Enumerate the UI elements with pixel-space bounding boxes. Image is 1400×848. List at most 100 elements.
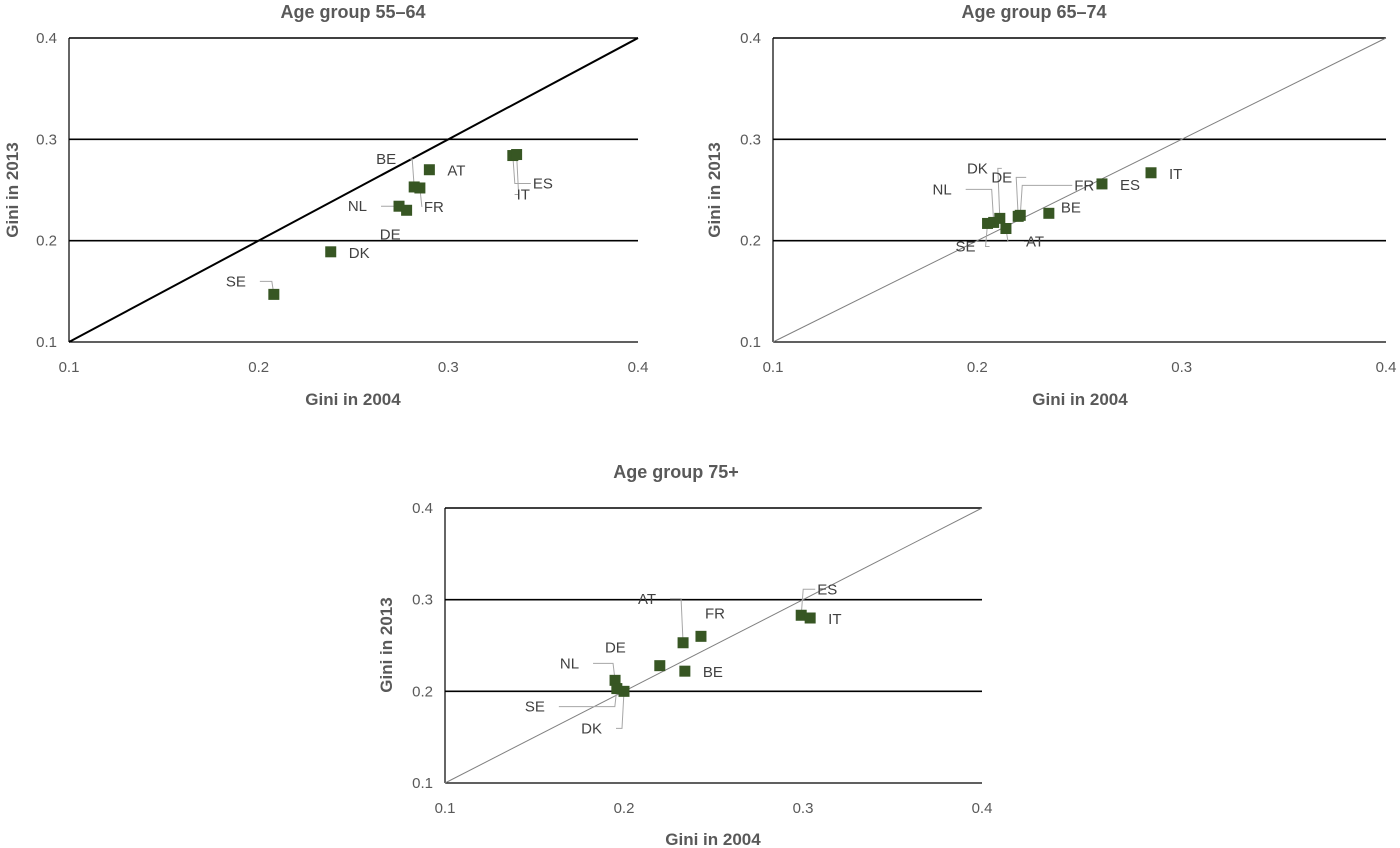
data-point-es (1096, 178, 1108, 190)
x-tick-label: 0.3 (438, 359, 459, 376)
y-tick-label: 0.3 (740, 131, 761, 148)
leader-line-se (558, 688, 618, 708)
y-axis-label: Gini in 2013 (377, 597, 396, 692)
y-tick-label: 0.1 (412, 775, 433, 792)
leader-line-fr (1019, 184, 1073, 216)
y-axis-label: Gini in 2013 (3, 142, 22, 237)
panel-65-74: Age group 65–74 Gini in 2004 Gini in 201… (705, 2, 1396, 409)
data-label-at: AT (1026, 234, 1044, 251)
data-point-se (611, 683, 623, 695)
data-label-de: DE (380, 226, 401, 243)
data-point-nl (393, 200, 405, 212)
y-tick-label: 0.3 (412, 592, 433, 609)
data-point-dk (618, 685, 630, 697)
y-tick-label: 0.1 (36, 334, 57, 351)
x-axis-label: Gini in 2004 (1032, 390, 1128, 409)
data-point-at (1000, 223, 1012, 235)
data-label-nl: NL (348, 198, 367, 215)
y-tick-label: 0.2 (412, 683, 433, 700)
data-label-fr: FR (1074, 177, 1094, 194)
panel-55-64: Age group 55–64 Gini in 2004 Gini in 201… (3, 2, 648, 409)
data-label-at: AT (447, 163, 465, 180)
x-tick-label: 0.3 (793, 800, 814, 817)
data-label-it: IT (1169, 166, 1182, 183)
data-point-se (982, 217, 994, 229)
y-tick-label: 0.2 (740, 233, 761, 250)
data-label-it: IT (828, 611, 841, 628)
x-tick-label: 0.4 (628, 359, 649, 376)
data-label-be: BE (376, 151, 396, 168)
data-label-it: IT (517, 187, 530, 204)
leader-line-it (514, 154, 520, 196)
y-tick-label: 0.2 (36, 233, 57, 250)
data-label-se: SE (956, 238, 976, 255)
data-point-be (408, 181, 420, 193)
data-point-de (401, 204, 413, 216)
data-point-at (677, 637, 689, 649)
data-label-es: ES (1120, 177, 1140, 194)
data-point-it (1145, 167, 1157, 179)
leader-line-nl (965, 188, 995, 223)
data-label-es: ES (533, 176, 553, 193)
leader-line-de (1015, 176, 1027, 217)
chart-title: Age group 55–64 (280, 2, 425, 22)
data-point-at (423, 164, 435, 176)
leader-line-at (670, 598, 684, 643)
data-label-fr: FR (424, 199, 444, 216)
reference-line-45deg (772, 37, 1387, 343)
data-label-nl: NL (932, 181, 951, 198)
data-point-nl (609, 674, 621, 686)
data-point-nl (988, 216, 1000, 228)
data-point-dk (325, 246, 337, 258)
x-tick-label: 0.2 (614, 800, 635, 817)
data-point-fr (695, 630, 707, 642)
data-point-fr (414, 182, 426, 194)
leader-line-es (800, 588, 816, 616)
data-label-se: SE (226, 273, 246, 290)
data-label-at: AT (638, 591, 656, 608)
leader-line-se (985, 223, 990, 247)
data-label-fr: FR (705, 605, 725, 622)
data-label-de: DE (605, 640, 626, 657)
data-point-es (795, 609, 807, 621)
chart-title: Age group 65–74 (961, 2, 1106, 22)
y-axis-label: Gini in 2013 (705, 142, 724, 237)
data-label-nl: NL (560, 655, 579, 672)
data-point-it (511, 149, 523, 161)
data-point-se (268, 288, 280, 300)
data-point-de (654, 660, 666, 672)
reference-line-45deg (444, 507, 983, 784)
x-axis-label: Gini in 2004 (305, 390, 401, 409)
y-tick-label: 0.4 (740, 30, 761, 47)
reference-line-45deg (68, 37, 639, 343)
x-tick-label: 0.2 (967, 359, 988, 376)
data-point-fr (1014, 209, 1026, 221)
chart-title: Age group 75+ (613, 462, 739, 482)
x-tick-label: 0.4 (1376, 359, 1397, 376)
data-label-es: ES (817, 581, 837, 598)
leader-line-dk (997, 167, 1002, 219)
y-tick-label: 0.3 (36, 131, 57, 148)
x-tick-label: 0.2 (248, 359, 269, 376)
y-tick-label: 0.1 (740, 334, 761, 351)
leader-line-be (410, 158, 415, 187)
panel-75-plus: Age group 75+ Gini in 2004 Gini in 2013 … (377, 462, 992, 848)
data-label-dk: DK (349, 245, 370, 262)
x-tick-label: 0.4 (972, 800, 993, 817)
x-axis-label: Gini in 2004 (665, 830, 761, 848)
y-tick-label: 0.4 (36, 30, 57, 47)
y-tick-label: 0.4 (412, 500, 433, 517)
data-point-it (804, 612, 816, 624)
x-tick-label: 0.1 (435, 800, 456, 817)
data-point-dk (994, 212, 1006, 224)
leader-line-nl (593, 662, 616, 681)
data-label-de: DE (991, 169, 1012, 186)
x-tick-label: 0.1 (59, 359, 80, 376)
data-label-dk: DK (581, 720, 602, 737)
data-label-be: BE (1061, 199, 1081, 216)
data-label-dk: DK (967, 160, 988, 177)
leader-line-dk (616, 691, 625, 729)
data-label-be: BE (703, 664, 723, 681)
x-tick-label: 0.1 (763, 359, 784, 376)
